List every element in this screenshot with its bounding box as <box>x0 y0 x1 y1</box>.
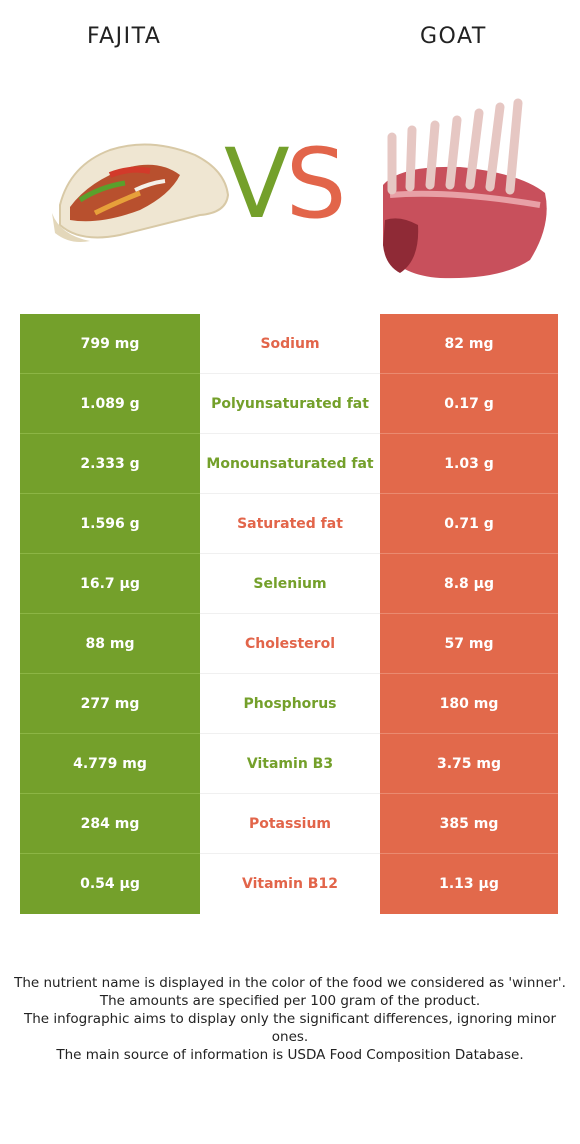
right-value: 385 mg <box>380 794 558 854</box>
footer-line: The amounts are specified per 100 gram o… <box>99 993 481 1009</box>
right-value: 1.03 g <box>380 434 558 494</box>
nutrient-name: Monounsaturated fat <box>200 434 380 494</box>
left-value: 0.54 µg <box>20 854 200 914</box>
table-row: 88 mg Cholesterol 57 mg <box>20 614 558 674</box>
vs-v: V <box>224 128 290 240</box>
left-value: 4.779 mg <box>20 734 200 794</box>
left-value: 1.596 g <box>20 494 200 554</box>
left-value: 799 mg <box>20 314 200 374</box>
nutrient-name: Saturated fat <box>200 494 380 554</box>
nutrient-name: Polyunsaturated fat <box>200 374 380 434</box>
right-value: 180 mg <box>380 674 558 734</box>
footer-notes: The nutrient name is displayed in the co… <box>14 974 566 1064</box>
nutrient-name: Sodium <box>200 314 380 374</box>
right-value: 82 mg <box>380 314 558 374</box>
left-value: 1.089 g <box>20 374 200 434</box>
table-row: 2.333 g Monounsaturated fat 1.03 g <box>20 434 558 494</box>
table-row: 799 mg Sodium 82 mg <box>20 314 558 374</box>
table-row: 0.54 µg Vitamin B12 1.13 µg <box>20 854 558 914</box>
left-value: 277 mg <box>20 674 200 734</box>
nutrient-name: Phosphorus <box>200 674 380 734</box>
goat-image <box>383 98 547 279</box>
table-row: 16.7 µg Selenium 8.8 µg <box>20 554 558 614</box>
table-row: 1.089 g Polyunsaturated fat 0.17 g <box>20 374 558 434</box>
table-row: 4.779 mg Vitamin B3 3.75 mg <box>20 734 558 794</box>
right-value: 0.71 g <box>380 494 558 554</box>
nutrient-name: Cholesterol <box>200 614 380 674</box>
right-value: 0.17 g <box>380 374 558 434</box>
comparison-table: 799 mg Sodium 82 mg 1.089 g Polyunsaturated … <box>20 314 558 914</box>
right-value: 8.8 µg <box>380 554 558 614</box>
left-food-title: FAJITA <box>87 24 162 49</box>
table-row: 277 mg Phosphorus 180 mg <box>20 674 558 734</box>
left-value: 284 mg <box>20 794 200 854</box>
nutrient-name: Potassium <box>200 794 380 854</box>
table-row: 1.596 g Saturated fat 0.71 g <box>20 494 558 554</box>
left-value: 16.7 µg <box>20 554 200 614</box>
fajita-image <box>52 143 230 242</box>
table-row: 284 mg Potassium 385 mg <box>20 794 558 854</box>
footer-line: The nutrient name is displayed in the co… <box>14 975 566 991</box>
left-value: 88 mg <box>20 614 200 674</box>
footer-line: The infographic aims to display only the… <box>23 1011 557 1045</box>
nutrient-name: Selenium <box>200 554 380 614</box>
right-value: 57 mg <box>380 614 558 674</box>
nutrient-name: Vitamin B12 <box>200 854 380 914</box>
vs-label: VS <box>224 136 347 232</box>
right-value: 1.13 µg <box>380 854 558 914</box>
hero-images <box>52 98 547 279</box>
left-value: 2.333 g <box>20 434 200 494</box>
right-food-title: GOAT <box>420 24 487 49</box>
nutrient-name: Vitamin B3 <box>200 734 380 794</box>
footer-line: The main source of information is USDA F… <box>56 1047 524 1063</box>
vs-s: S <box>285 128 347 240</box>
right-value: 3.75 mg <box>380 734 558 794</box>
